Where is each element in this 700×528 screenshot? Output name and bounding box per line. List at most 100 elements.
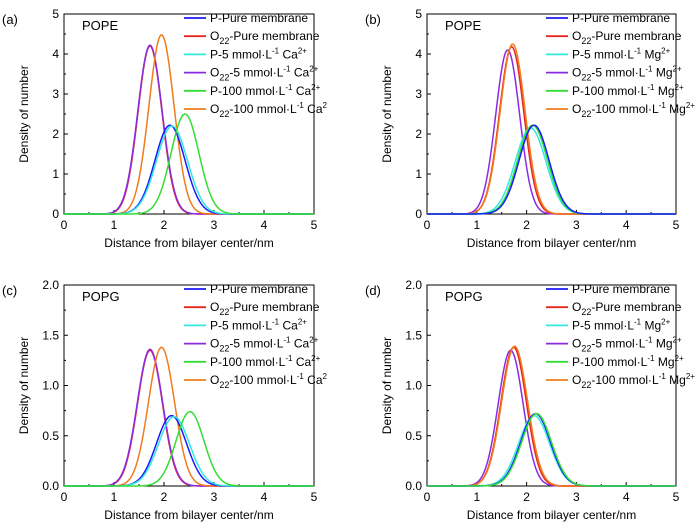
x-tick-label: 4 bbox=[623, 490, 630, 504]
panel-c: 0 1 2 3 4 5 0.0 0.5 1.0 1.5 2.0 Distance from bilay… bbox=[2, 278, 328, 522]
legend-label: O22-100 mmol·L-1 Mg2+ bbox=[572, 101, 695, 119]
chart-title: POPG bbox=[445, 289, 483, 304]
y-tick-label: 2 bbox=[52, 127, 59, 141]
y-tick-label: 1.0 bbox=[42, 379, 59, 393]
panel-a: 0 1 2 3 4 5 0 1 2 3 4 5 Distance from bilayer center… bbox=[2, 7, 328, 250]
y-tick-label: 1 bbox=[52, 167, 59, 181]
legend-label: P-100 mmol·L-1 Ca2+ bbox=[210, 354, 321, 369]
series-line-p-pure bbox=[64, 124, 314, 215]
legend-label: O22-5 mmol·L-1 Mg2+ bbox=[572, 336, 682, 354]
series-line-p-pure bbox=[64, 414, 314, 487]
y-tick-label: 1.0 bbox=[405, 379, 422, 393]
y-tick-label: 4 bbox=[52, 47, 59, 61]
y-axis-label: Density of number bbox=[17, 337, 31, 434]
x-tick-label: 3 bbox=[211, 490, 218, 504]
y-tick-label: 0.0 bbox=[405, 479, 422, 493]
series-line-p-100 bbox=[64, 410, 314, 487]
x-tick-label: 5 bbox=[673, 218, 680, 232]
x-tick-label: 0 bbox=[61, 218, 68, 232]
y-tick-label: 0.5 bbox=[405, 429, 422, 443]
chart-title: POPE bbox=[445, 18, 481, 33]
y-axis-label: Density of number bbox=[17, 65, 31, 162]
legend-label: P-Pure membrane bbox=[572, 282, 670, 296]
x-tick-label: 0 bbox=[424, 490, 431, 504]
legend-label: O22-Pure membrane bbox=[572, 29, 682, 46]
x-tick-label: 1 bbox=[111, 218, 118, 232]
legend-label: O22-100 mmol·L-1 Ca2 bbox=[210, 101, 328, 119]
y-tick-label: 5 bbox=[52, 7, 59, 21]
legend-label: P-5 mmol·L-1 Mg2+ bbox=[572, 317, 671, 332]
series-line-o-5 bbox=[427, 349, 676, 487]
x-tick-label: 3 bbox=[211, 218, 218, 232]
legend-label: O22-5 mmol·L-1 Ca2+ bbox=[210, 65, 319, 83]
legend-label: P-100 mmol·L-1 Mg2+ bbox=[572, 354, 684, 369]
series-line-p-100 bbox=[64, 113, 314, 215]
legend-label: P-Pure membrane bbox=[572, 11, 670, 25]
panel-label: (a) bbox=[2, 12, 18, 27]
y-tick-label: 0 bbox=[415, 207, 422, 221]
y-axis-label: Density of number bbox=[380, 337, 394, 434]
series-line-o-5 bbox=[64, 348, 314, 487]
x-tick-label: 4 bbox=[261, 490, 268, 504]
x-axis-label: Distance from bilayer center/nm bbox=[467, 236, 636, 250]
x-tick-label: 3 bbox=[573, 490, 580, 504]
x-tick-label: 2 bbox=[523, 218, 530, 232]
x-tick-label: 5 bbox=[311, 490, 318, 504]
panel-b: 0 1 2 3 4 5 0 1 2 3 4 5 Distance from bilayer center… bbox=[365, 7, 695, 250]
x-tick-label: 1 bbox=[111, 490, 118, 504]
x-tick-label: 2 bbox=[161, 218, 168, 232]
series-line-p-pure bbox=[427, 124, 676, 215]
x-tick-label: 5 bbox=[311, 218, 318, 232]
y-tick-label: 4 bbox=[415, 47, 422, 61]
series-line-p-5 bbox=[64, 125, 314, 215]
legend-label: P-5 mmol·L-1 Ca2+ bbox=[210, 46, 307, 61]
y-axis-label: Density of number bbox=[380, 65, 394, 162]
x-tick-label: 2 bbox=[523, 490, 530, 504]
x-tick-label: 4 bbox=[261, 218, 268, 232]
x-tick-label: 3 bbox=[573, 218, 580, 232]
legend-label: P-100 mmol·L-1 Ca2+ bbox=[210, 83, 321, 98]
x-tick-label: 0 bbox=[61, 490, 68, 504]
legend-label: O22-100 mmol·L-1 Mg2+ bbox=[572, 372, 695, 390]
y-tick-label: 3 bbox=[52, 87, 59, 101]
panel-label: (d) bbox=[365, 283, 381, 298]
x-tick-label: 5 bbox=[673, 490, 680, 504]
legend-label: P-Pure membrane bbox=[210, 282, 308, 296]
x-tick-label: 1 bbox=[473, 490, 480, 504]
x-axis-label: Distance from bilayer center/nm bbox=[104, 236, 273, 250]
y-tick-label: 0.5 bbox=[42, 429, 59, 443]
series-line-o-100 bbox=[64, 34, 314, 215]
y-tick-label: 0 bbox=[52, 207, 59, 221]
series-line-p-100 bbox=[427, 412, 676, 487]
panel-label: (b) bbox=[365, 12, 381, 27]
chart-title: POPG bbox=[82, 289, 120, 304]
y-tick-label: 1 bbox=[415, 167, 422, 181]
legend-label: P-5 mmol·L-1 Mg2+ bbox=[572, 46, 671, 61]
y-tick-label: 2 bbox=[415, 127, 422, 141]
x-tick-label: 4 bbox=[623, 218, 630, 232]
legend-label: O22-5 mmol·L-1 Ca2+ bbox=[210, 336, 319, 354]
y-tick-label: 3 bbox=[415, 87, 422, 101]
x-axis-label: Distance from bilayer center/nm bbox=[467, 508, 636, 522]
legend-label: O22-100 mmol·L-1 Ca2 bbox=[210, 372, 328, 390]
y-tick-label: 1.5 bbox=[405, 328, 422, 342]
legend-label: O22-5 mmol·L-1 Mg2+ bbox=[572, 65, 682, 83]
panel-label: (c) bbox=[2, 283, 17, 298]
y-tick-label: 2.0 bbox=[42, 278, 59, 292]
series-line-o-pure bbox=[64, 349, 314, 487]
y-tick-label: 1.5 bbox=[42, 328, 59, 342]
legend-label: P-100 mmol·L-1 Mg2+ bbox=[572, 83, 684, 98]
y-tick-label: 2.0 bbox=[405, 278, 422, 292]
x-tick-label: 1 bbox=[473, 218, 480, 232]
legend-label: O22-Pure membrane bbox=[572, 300, 682, 317]
legend-label: P-Pure membrane bbox=[210, 11, 308, 25]
x-tick-label: 2 bbox=[161, 490, 168, 504]
chart-title: POPE bbox=[82, 18, 118, 33]
legend-label: P-5 mmol·L-1 Ca2+ bbox=[210, 317, 307, 332]
panel-d: 0 1 2 3 4 5 0.0 0.5 1.0 1.5 2.0 Distance from bilay… bbox=[365, 278, 695, 522]
x-tick-label: 0 bbox=[424, 218, 431, 232]
series-line-p-5 bbox=[427, 414, 676, 487]
x-axis-label: Distance from bilayer center/nm bbox=[104, 508, 273, 522]
legend-label: O22-Pure membrane bbox=[210, 29, 320, 46]
